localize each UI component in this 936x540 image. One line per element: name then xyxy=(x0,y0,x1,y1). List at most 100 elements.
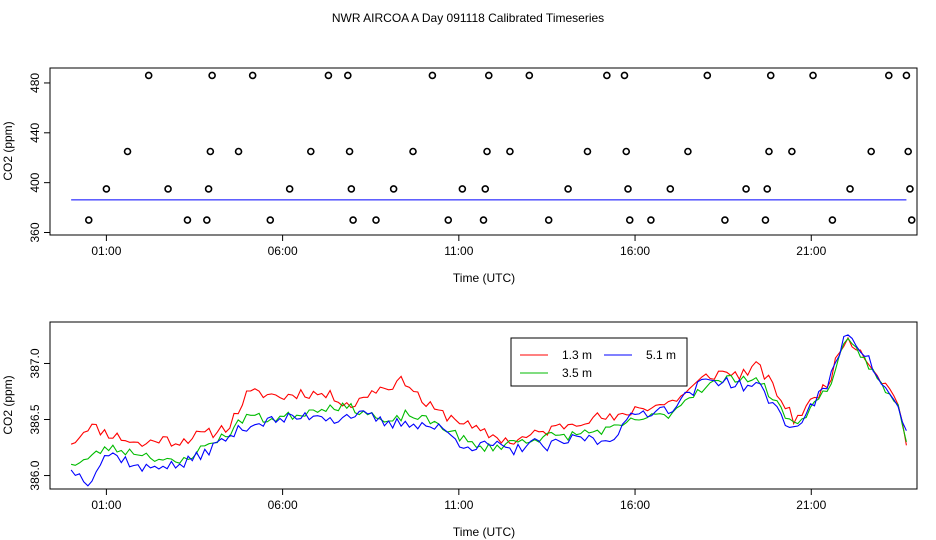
bottom-x-axis-title: Time (UTC) xyxy=(453,525,515,539)
data-point xyxy=(234,147,243,156)
data-point xyxy=(765,147,773,156)
data-point xyxy=(345,147,354,156)
data-point xyxy=(564,185,572,193)
data-point xyxy=(666,185,675,193)
data-point xyxy=(867,147,875,156)
data-point xyxy=(409,147,417,156)
data-point xyxy=(324,71,333,80)
bottom-series-layer xyxy=(70,334,907,487)
x-tick-label: 11:00 xyxy=(444,498,473,512)
x-tick-label: 21:00 xyxy=(796,244,826,258)
data-point xyxy=(481,185,490,193)
top-plot-frame xyxy=(49,67,918,236)
data-point xyxy=(788,147,796,156)
data-point xyxy=(428,71,437,80)
x-tick-label: 06:00 xyxy=(268,244,298,258)
data-point xyxy=(625,216,634,224)
data-point xyxy=(484,71,493,80)
chart-title: NWR AIRCOA A Day 091118 Calibrated Times… xyxy=(332,11,604,25)
data-point xyxy=(766,71,775,80)
data-point xyxy=(183,216,192,224)
series-line-5-1-m xyxy=(70,334,907,487)
legend-box xyxy=(510,337,688,387)
legend-label-3-5m: 3.5 m xyxy=(562,366,592,380)
y-tick-label: 360 xyxy=(28,222,42,242)
legend: 1.3 m 5.1 m 3.5 m xyxy=(510,337,688,387)
data-point xyxy=(208,71,216,80)
data-point xyxy=(266,216,275,224)
top-panel: 01:00 06:00 11:00 16:00 21:00 360 400 440 480 T… xyxy=(1,67,918,285)
bottom-y-axis-title: CO2 (ppm) xyxy=(1,375,15,434)
x-tick-label: 21:00 xyxy=(796,498,826,512)
y-tick-label: 480 xyxy=(28,73,42,93)
top-y-axis-title: CO2 (ppm) xyxy=(1,121,15,180)
x-tick-label: 06:00 xyxy=(268,498,298,512)
data-point xyxy=(906,185,914,193)
data-point xyxy=(904,147,912,156)
data-point xyxy=(144,71,153,80)
x-tick-label: 01:00 xyxy=(91,244,121,258)
y-tick-label: 386.5 xyxy=(28,404,42,434)
series-line-1-3-m xyxy=(70,336,907,447)
data-point xyxy=(248,71,257,80)
data-point xyxy=(349,216,357,224)
top-x-axis: 01:00 06:00 11:00 16:00 21:00 xyxy=(91,235,827,258)
data-point xyxy=(123,147,132,156)
data-point xyxy=(164,185,172,193)
data-point xyxy=(483,147,491,156)
data-point xyxy=(761,216,770,224)
y-tick-label: 386.0 xyxy=(28,460,42,490)
data-point xyxy=(684,147,692,156)
data-point xyxy=(372,216,380,224)
data-point xyxy=(203,216,211,224)
y-tick-label: 387.0 xyxy=(28,348,42,378)
x-tick-label: 01:00 xyxy=(91,498,121,512)
data-point xyxy=(742,185,750,193)
legend-label-5-1m: 5.1 m xyxy=(646,348,676,362)
data-point xyxy=(703,71,712,80)
bottom-plot-frame xyxy=(49,321,918,490)
y-tick-label: 440 xyxy=(28,122,42,142)
data-point xyxy=(506,147,514,156)
data-point xyxy=(902,71,911,80)
top-x-axis-title: Time (UTC) xyxy=(453,271,515,285)
data-point xyxy=(907,216,916,224)
data-point xyxy=(204,185,213,193)
data-point xyxy=(444,216,453,224)
data-point xyxy=(525,71,534,80)
data-point xyxy=(846,185,854,193)
data-point xyxy=(389,185,398,193)
data-point xyxy=(347,185,356,193)
data-point xyxy=(583,147,592,156)
x-tick-label: 11:00 xyxy=(444,244,473,258)
data-point xyxy=(721,216,729,224)
data-point xyxy=(624,185,632,193)
data-point xyxy=(344,71,352,80)
bottom-y-axis: 386.0 386.5 387.0 xyxy=(28,348,50,491)
y-tick-label: 400 xyxy=(28,172,42,192)
data-point xyxy=(84,216,93,224)
x-tick-label: 16:00 xyxy=(620,498,650,512)
bottom-panel: 01:00 06:00 11:00 16:00 21:00 386.0 386.5 387.… xyxy=(1,321,918,539)
x-tick-label: 16:00 xyxy=(620,244,650,258)
legend-label-1-3m: 1.3 m xyxy=(562,348,592,362)
data-point xyxy=(620,71,629,80)
data-point xyxy=(647,216,655,224)
top-y-axis: 360 400 440 480 xyxy=(28,73,50,243)
data-point xyxy=(102,185,111,193)
data-point xyxy=(458,185,467,193)
data-point xyxy=(544,216,553,224)
data-point xyxy=(809,71,817,80)
series-line-3-5-m xyxy=(70,337,907,466)
data-point xyxy=(307,147,315,156)
data-point xyxy=(285,185,294,193)
data-point xyxy=(603,71,611,80)
data-point xyxy=(479,216,488,224)
bottom-x-axis: 01:00 06:00 11:00 16:00 21:00 xyxy=(91,489,827,512)
data-point xyxy=(622,147,631,156)
data-point xyxy=(885,71,893,80)
data-point xyxy=(206,147,215,156)
data-point xyxy=(763,185,772,193)
